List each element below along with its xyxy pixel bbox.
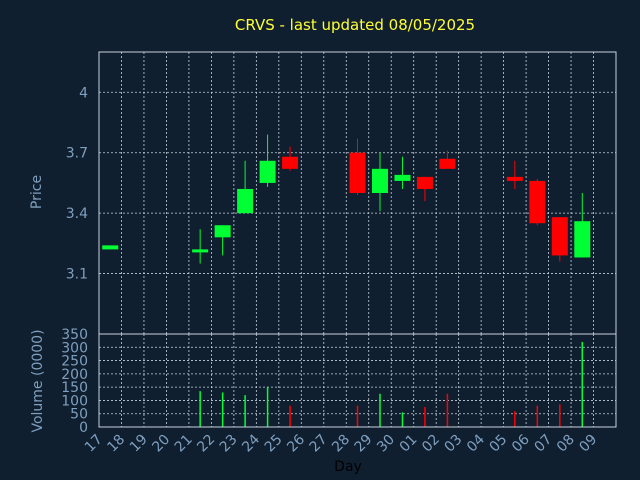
volume-tick-label: 200	[61, 367, 88, 383]
volume-bar	[559, 404, 561, 427]
price-axis-label: Price	[29, 175, 45, 209]
x-tick-label: 02	[419, 432, 443, 456]
volume-bar	[581, 341, 584, 427]
x-tick-label: 07	[531, 432, 555, 456]
volume-bar	[536, 405, 539, 427]
x-tick-label: 19	[127, 432, 151, 456]
x-tick-label: 29	[352, 432, 376, 456]
candle-body	[506, 176, 523, 181]
volume-tick-label: 100	[61, 393, 88, 409]
candle-body	[102, 245, 119, 250]
x-tick-label: 05	[487, 432, 511, 456]
candle-body	[259, 160, 276, 183]
x-tick-label: 30	[374, 432, 398, 456]
volume-tick-label: 0	[79, 420, 88, 436]
x-tick-label: 18	[104, 432, 128, 456]
volume-bar	[266, 387, 269, 427]
volume-bar	[244, 395, 246, 427]
volume-bar	[379, 393, 381, 427]
tick-labels-layer: 1718192021222324252627282930010203040506…	[61, 85, 600, 455]
x-tick-label: 09	[576, 432, 600, 456]
candle-body	[282, 156, 299, 169]
x-tick-label: 22	[194, 432, 218, 456]
volume-bar	[221, 392, 224, 427]
volume-tick-label: 50	[70, 407, 88, 423]
candles-layer	[102, 134, 591, 264]
candle-body	[574, 221, 591, 258]
price-tick-label: 3.7	[66, 146, 88, 162]
candle-body	[349, 152, 366, 193]
candle-body	[192, 249, 209, 253]
x-tick-label: 28	[329, 432, 353, 456]
volume-tick-label: 150	[61, 380, 88, 396]
x-tick-label: 04	[464, 431, 488, 455]
volume-bar	[401, 412, 404, 427]
x-tick-label: 01	[397, 432, 421, 456]
price-tick-label: 3.4	[66, 206, 88, 222]
volume-panel-frame	[98, 333, 617, 428]
x-tick-label: 25	[262, 432, 286, 456]
x-axis-label: Day	[334, 459, 362, 475]
chart-title: CRVS - last updated 08/05/2025	[235, 16, 475, 34]
candle-body	[237, 188, 254, 214]
candle-body	[214, 225, 231, 238]
volume-bar	[289, 405, 291, 427]
x-tick-label: 08	[554, 432, 578, 456]
volume-bar	[199, 391, 201, 427]
candle-body	[371, 168, 388, 193]
x-tick-label: 20	[149, 432, 173, 456]
volume-grid	[98, 333, 616, 428]
x-tick-label: 21	[172, 432, 196, 456]
candle-body	[439, 158, 456, 169]
candle-body	[416, 176, 433, 189]
volume-tick-label: 350	[61, 327, 88, 343]
volume-bar	[514, 411, 516, 427]
x-tick-label: 27	[307, 432, 331, 456]
x-tick-label: 24	[239, 431, 263, 455]
volume-tick-label: 300	[61, 340, 88, 356]
candle-body	[551, 217, 568, 256]
candle-body	[529, 180, 546, 224]
price-tick-label: 4	[79, 85, 88, 101]
volume-bar	[356, 405, 359, 427]
volume-axis-label: Volume (0000)	[30, 329, 46, 432]
price-tick-label: 3.1	[66, 267, 88, 283]
candle-body	[394, 174, 411, 181]
x-tick-label: 06	[509, 431, 533, 455]
volume-bar	[446, 393, 449, 427]
x-tick-label: 23	[217, 432, 241, 456]
volume-bar	[424, 407, 426, 427]
volume-bars-layer	[199, 341, 584, 427]
volume-tick-label: 250	[61, 354, 88, 370]
price-grid	[98, 52, 616, 334]
x-tick-label: 03	[442, 432, 466, 456]
x-tick-label: 26	[284, 431, 308, 455]
